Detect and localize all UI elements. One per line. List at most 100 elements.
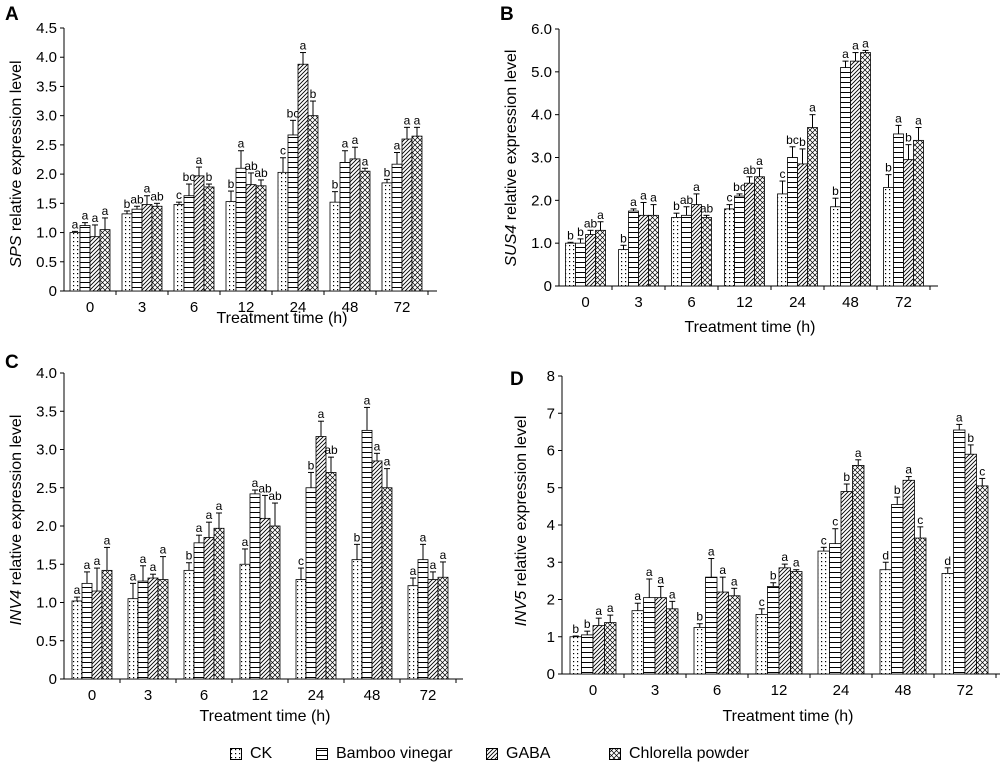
panel-d-bar-chlorella-powder	[852, 464, 865, 675]
panel-a-bar-gaba	[297, 63, 309, 292]
panel-c-bar-bamboo-vinegar	[137, 580, 149, 680]
panel-b-bar-bamboo-vinegar	[787, 157, 798, 287]
panel-d-significance-letter: a	[595, 604, 602, 618]
panel-d-letter: D	[510, 369, 524, 390]
panel-d-significance-letter: a	[669, 587, 676, 601]
panel-d-bar-chlorella-powder	[728, 595, 741, 675]
panel-d-bar-gaba	[778, 567, 791, 675]
legend-item-bamboo-vinegar: Bamboo vinegar	[316, 744, 453, 764]
legend-item-chlorella-powder: Chlorella powder	[609, 744, 749, 764]
panel-d-significance-letter: a	[708, 545, 715, 559]
panel-d-y-tick-label: 8	[547, 368, 555, 385]
panel-a-significance-letter: a	[196, 153, 203, 167]
panel-a-significance-letter: a	[404, 113, 411, 127]
panel-a-letter: A	[5, 4, 19, 25]
panel-b-significance-letter: b	[832, 184, 839, 198]
panel-c-y-tick-label: 1.5	[36, 556, 57, 573]
panel-b-bar-bamboo-vinegar	[575, 242, 586, 287]
panel-c-bar-gaba	[315, 436, 327, 680]
panel-d-x-tick-label: 24	[833, 682, 850, 699]
panel-c-x-tick-label: 12	[252, 687, 269, 704]
legend-label-bamboo-vinegar: Bamboo vinegar	[336, 745, 453, 762]
panel-b-y-label: SUS4 relative expression level	[503, 50, 520, 267]
panel-c-significance-letter: a	[104, 533, 111, 547]
panel-d-significance-letter: a	[905, 463, 912, 477]
panel-d-significance-letter: a	[634, 589, 641, 603]
panel-a-bar-chlorella-powder	[359, 170, 371, 292]
panel-b-significance-letter: a	[915, 114, 922, 128]
panel-a-significance-letter: b	[228, 177, 235, 191]
panel-d-x-tick-label: 6	[713, 682, 721, 699]
panel-c-significance-letter: a	[384, 455, 391, 469]
panel-d: D INV5 relative expression level Treatme…	[510, 368, 1000, 725]
panel-a-y-tick-label: 1.0	[36, 225, 57, 242]
panel-c-bar-ck	[71, 600, 83, 680]
panel-c-bar-gaba	[203, 537, 215, 680]
panel-a-x-tick-label: 72	[394, 299, 411, 316]
panel-b-bar-gaba	[850, 60, 861, 287]
panel-a-bar-ck	[225, 201, 237, 292]
panel-b-y-tick-label: 5.0	[531, 64, 552, 81]
panel-b-bar-gaba	[797, 163, 808, 287]
panel-a-bar-ck	[277, 171, 289, 292]
panel-d-significance-letter: d	[882, 548, 889, 562]
panel-c-bar-gaba	[91, 590, 103, 680]
panel-c-bar-bamboo-vinegar	[81, 582, 93, 680]
panel-d-significance-letter: a	[731, 574, 738, 588]
panel-d-x-tick-label: 72	[957, 682, 974, 699]
panel-c-bar-gaba	[371, 460, 383, 680]
legend-swatch-gaba	[486, 748, 498, 760]
panel-d-bar-gaba	[964, 453, 977, 675]
panel-d-bar-ck	[817, 550, 830, 675]
panel-d-significance-letter: c	[979, 464, 985, 478]
panel-a-bar-chlorella-powder	[99, 229, 111, 292]
panel-c-significance-letter: a	[140, 552, 147, 566]
panel-a-significance-letter: a	[72, 217, 79, 231]
panel-a-bar-bamboo-vinegar	[183, 195, 195, 292]
panel-a-bar-ck	[381, 182, 393, 292]
panel-b-significance-letter: b	[567, 228, 574, 242]
panel-b-bar-ck	[671, 217, 682, 287]
panel-c-x-tick-label: 0	[88, 687, 96, 704]
panel-c-significance-letter: a	[196, 521, 203, 535]
panel-a-significance-letter: a	[300, 39, 307, 53]
panel-d-bar-chlorella-powder	[604, 622, 617, 675]
panel-a-y-tick-label: 0	[49, 283, 57, 300]
panel-c-significance-letter: a	[364, 393, 371, 407]
panel-a-x-tick-label: 48	[342, 299, 359, 316]
panel-b-significance-letter: c	[727, 191, 733, 205]
panel-b-significance-letter: b	[885, 161, 892, 175]
panel-c-bar-ck	[127, 598, 139, 680]
panel-c-bar-chlorella-powder	[101, 569, 113, 680]
panel-a: A SPS relative expression level Treatmen…	[5, 4, 437, 327]
panel-d-significance-letter: a	[719, 563, 726, 577]
panel-b: B SUS4 relative expression level Treatme…	[500, 4, 938, 336]
panel-b-significance-letter: b	[673, 199, 680, 213]
panel-c-significance-letter: a	[252, 476, 259, 490]
panel-d-bar-gaba	[902, 479, 915, 675]
panel-b-bar-bamboo-vinegar	[681, 214, 692, 287]
panel-b-bar-bamboo-vinegar	[734, 195, 745, 287]
panel-d-y-tick-label: 2	[547, 592, 555, 609]
panel-b-significance-letter: a	[852, 39, 859, 53]
panel-a-y-tick-label: 3.0	[36, 108, 57, 125]
panel-c-x-label: Treatment time (h)	[200, 708, 331, 725]
panel-b-y-tick-label: 3.0	[531, 150, 552, 167]
panel-a-bar-ck	[69, 232, 81, 292]
panel-a-y-tick-label: 3.5	[36, 78, 57, 95]
panel-b-significance-letter: a	[597, 208, 604, 222]
panel-a-bar-chlorella-powder	[151, 205, 163, 292]
panel-d-x-tick-label: 48	[895, 682, 912, 699]
panel-a-bar-chlorella-powder	[411, 135, 423, 292]
panel-d-x-tick-label: 0	[589, 682, 597, 699]
panel-b-bar-bamboo-vinegar	[893, 133, 904, 287]
panel-a-significance-letter: a	[414, 113, 421, 127]
panel-d-y-tick-label: 1	[547, 629, 555, 646]
panel-b-significance-letter: a	[640, 188, 647, 202]
panel-b-bar-ck	[777, 193, 788, 287]
panel-c-significance-letter: a	[374, 439, 381, 453]
panel-a-significance-letter: b	[124, 197, 131, 211]
panel-c-y-tick-label: 4.0	[36, 365, 57, 382]
panel-c-bar-chlorella-powder	[269, 525, 281, 680]
panel-d-bar-bamboo-vinegar	[705, 576, 718, 675]
